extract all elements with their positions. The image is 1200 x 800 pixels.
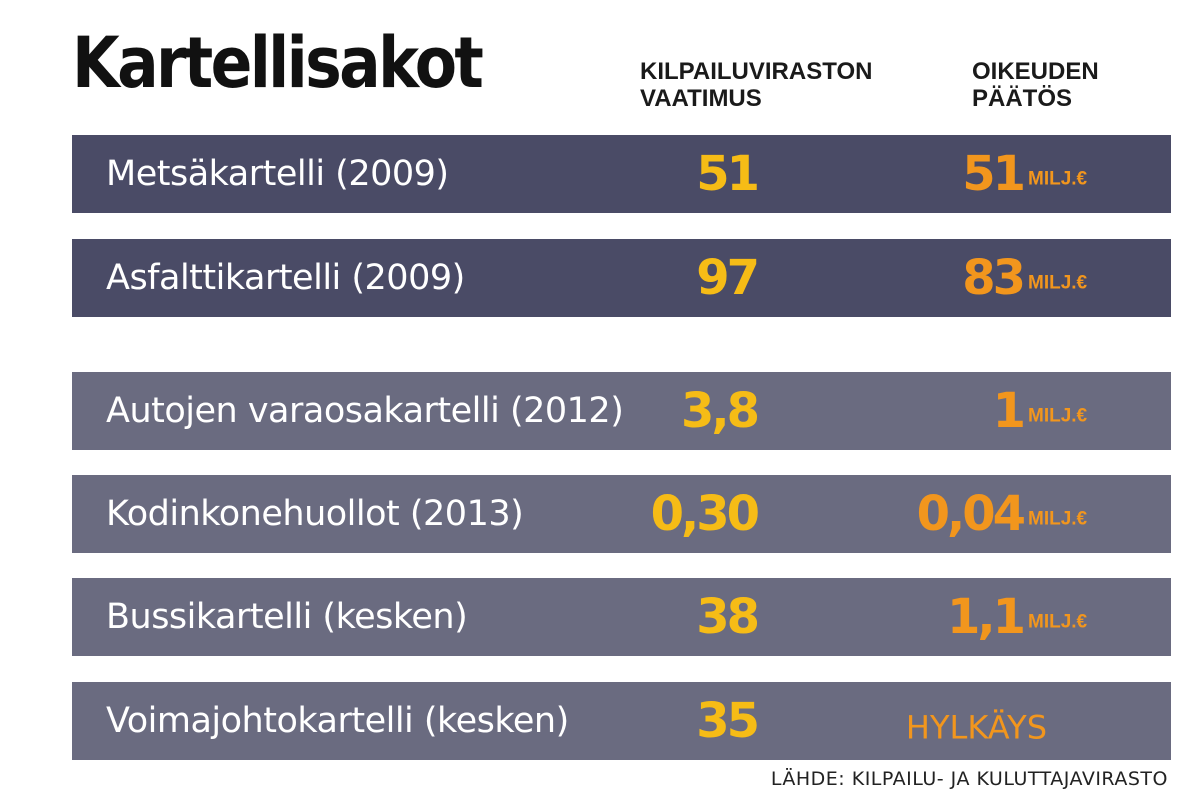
decision-value: 83: [962, 250, 1026, 306]
unit-label: MILJ.€: [1028, 508, 1088, 530]
unit-label: MILJ.€: [1028, 611, 1088, 633]
row-label: Voimajohtokartelli (kesken): [106, 701, 569, 741]
table-row: Asfalttikartelli (2009) 97 83 MILJ.€: [72, 239, 1171, 317]
decision-value: 0,04: [916, 486, 1026, 542]
row-label: Metsäkartelli (2009): [106, 154, 449, 194]
decision-value: 1,1: [946, 589, 1026, 645]
table-row: Metsäkartelli (2009) 51 51 MILJ.€: [72, 135, 1171, 213]
row-label: Kodinkonehuollot (2013): [106, 494, 524, 534]
decision-value: 51: [962, 146, 1026, 202]
requested-value: 0,30: [650, 486, 760, 542]
decision-value: 1: [992, 383, 1026, 439]
source-note: LÄHDE: KILPAILU- JA KULUTTAJAVIRASTO: [770, 768, 1168, 790]
row-label: Asfalttikartelli (2009): [106, 258, 465, 298]
row-label: Autojen varaosakartelli (2012): [106, 391, 624, 431]
table-row: Autojen varaosakartelli (2012) 3,8 1 MILJ.€: [72, 372, 1171, 450]
requested-value: 3,8: [680, 383, 760, 439]
table-row: Kodinkonehuollot (2013) 0,30 0,04 MILJ.€: [72, 475, 1171, 553]
unit-label: MILJ.€: [1028, 405, 1088, 427]
row-label: Bussikartelli (kesken): [106, 597, 468, 637]
requested-value: 38: [696, 589, 760, 645]
requested-value: 35: [696, 693, 760, 749]
decision-value: HYLKÄYS: [905, 708, 1047, 747]
table-row: Voimajohtokartelli (kesken) 35 HYLKÄYS: [72, 682, 1171, 760]
column-header-decision: OIKEUDEN PÄÄTÖS: [972, 58, 1099, 112]
requested-value: 51: [696, 146, 760, 202]
unit-label: MILJ.€: [1028, 272, 1088, 294]
table-row: Bussikartelli (kesken) 38 1,1 MILJ.€: [72, 578, 1171, 656]
unit-label: MILJ.€: [1028, 168, 1088, 190]
column-header-requested: KILPAILUVIRASTON VAATIMUS: [640, 58, 873, 112]
requested-value: 97: [696, 250, 760, 306]
chart-title: Kartellisakot: [72, 22, 484, 104]
